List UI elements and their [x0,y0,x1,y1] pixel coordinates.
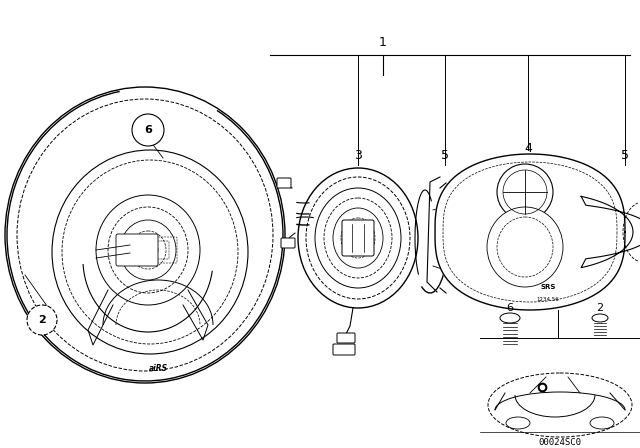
FancyBboxPatch shape [337,333,355,343]
Ellipse shape [500,313,520,323]
FancyBboxPatch shape [116,234,158,266]
Ellipse shape [497,164,553,220]
FancyBboxPatch shape [277,178,291,188]
Text: 6: 6 [506,303,513,313]
Text: 2: 2 [38,315,46,325]
Text: aiRS: aiRS [148,363,168,372]
Text: 5: 5 [441,148,449,161]
FancyBboxPatch shape [333,344,355,355]
Polygon shape [435,154,625,310]
Text: 4: 4 [524,142,532,155]
Text: 1234.56: 1234.56 [536,297,559,302]
Text: 00024SC0: 00024SC0 [538,438,582,447]
Text: 6: 6 [144,125,152,135]
Ellipse shape [487,207,563,287]
Circle shape [132,114,164,146]
Polygon shape [581,196,640,267]
Text: SRS: SRS [540,284,556,290]
Circle shape [27,305,57,335]
Ellipse shape [592,314,608,322]
FancyBboxPatch shape [342,220,374,256]
FancyBboxPatch shape [281,238,295,248]
Text: 5: 5 [621,148,629,161]
Text: 2: 2 [596,303,604,313]
Text: 1: 1 [379,35,387,48]
Text: 3: 3 [354,148,362,161]
